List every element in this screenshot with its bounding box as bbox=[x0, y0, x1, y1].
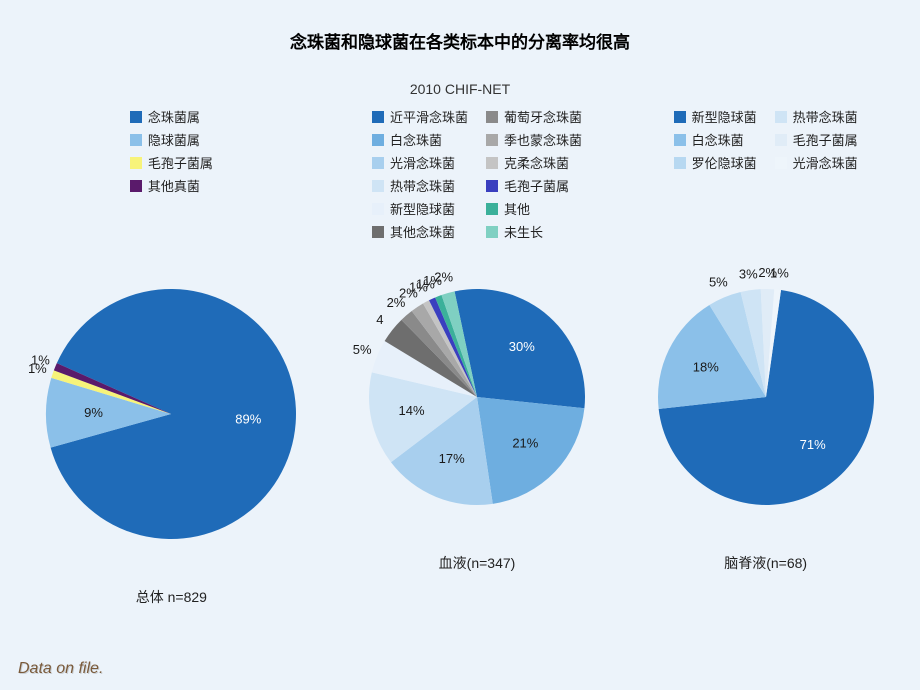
page-title: 念珠菌和隐球菌在各类标本中的分离率均很高 bbox=[0, 0, 920, 53]
legend-swatch bbox=[372, 111, 384, 123]
pie-csf: 71%18%5%3%2%1% bbox=[624, 255, 908, 539]
legend-item: 毛孢子菌属 bbox=[775, 130, 858, 149]
legend-swatch bbox=[372, 134, 384, 146]
legend-label: 葡萄牙念珠菌 bbox=[504, 107, 582, 126]
legend-item: 克柔念珠菌 bbox=[486, 153, 582, 172]
legend-label: 毛孢子菌属 bbox=[148, 153, 213, 172]
legend-item: 其他真菌 bbox=[130, 176, 213, 195]
legend-swatch bbox=[674, 134, 686, 146]
slice-label: 18% bbox=[692, 360, 718, 375]
page-subtitle: 2010 CHIF-NET bbox=[0, 81, 920, 97]
chart-overall: 念珠菌属隐球菌属毛孢子菌属其他真菌89%9%1%1%总体 n=829 bbox=[12, 107, 330, 607]
legend-label: 罗伦隐球菌 bbox=[692, 153, 757, 172]
legend-swatch bbox=[130, 157, 142, 169]
legend-label: 毛孢子菌属 bbox=[504, 176, 569, 195]
legend-item: 隐球菌属 bbox=[130, 130, 213, 149]
legend-item: 新型隐球菌 bbox=[372, 199, 468, 218]
legend-item: 白念珠菌 bbox=[372, 130, 468, 149]
legend-swatch bbox=[486, 157, 498, 169]
slice-label: 5% bbox=[709, 275, 728, 290]
slice-label: 4 bbox=[376, 312, 383, 327]
pie-overall: 89%9%1%1% bbox=[12, 255, 330, 573]
legend-item: 未生长 bbox=[486, 222, 582, 241]
legend-item: 毛孢子菌属 bbox=[486, 176, 582, 195]
pie-slice bbox=[477, 397, 584, 504]
legend-item: 其他 bbox=[486, 199, 582, 218]
legend-swatch bbox=[775, 111, 787, 123]
legend-swatch bbox=[674, 111, 686, 123]
slice-label: 89% bbox=[236, 412, 262, 427]
chart-csf: 新型隐球菌白念珠菌罗伦隐球菌热带念珠菌毛孢子菌属光滑念珠菌71%18%5%3%2… bbox=[624, 107, 908, 573]
pie-blood: 30%21%17%14%5%42%2%1%1%1%2% bbox=[335, 255, 619, 539]
legend-item: 季也蒙念珠菌 bbox=[486, 130, 582, 149]
slice-label: 1% bbox=[770, 266, 789, 281]
slice-label: 30% bbox=[509, 339, 535, 354]
legend-swatch bbox=[486, 134, 498, 146]
legend-item: 近平滑念珠菌 bbox=[372, 107, 468, 126]
legend-overall: 念珠菌属隐球菌属毛孢子菌属其他真菌 bbox=[130, 107, 213, 247]
legend-item: 光滑念珠菌 bbox=[775, 153, 858, 172]
legend-swatch bbox=[130, 134, 142, 146]
legend-swatch bbox=[372, 157, 384, 169]
legend-label: 隐球菌属 bbox=[148, 130, 200, 149]
legend-swatch bbox=[486, 180, 498, 192]
legend-item: 葡萄牙念珠菌 bbox=[486, 107, 582, 126]
legend-blood: 近平滑念珠菌白念珠菌光滑念珠菌热带念珠菌新型隐球菌其他念珠菌 葡萄牙念珠菌季也蒙念… bbox=[372, 107, 582, 247]
legend-label: 白念珠菌 bbox=[692, 130, 744, 149]
chart-blood: 近平滑念珠菌白念珠菌光滑念珠菌热带念珠菌新型隐球菌其他念珠菌 葡萄牙念珠菌季也蒙念… bbox=[335, 107, 619, 573]
legend-swatch bbox=[486, 203, 498, 215]
legend-swatch bbox=[372, 226, 384, 238]
legend-label: 其他真菌 bbox=[148, 176, 200, 195]
legend-swatch bbox=[775, 134, 787, 146]
data-source-footer: Data on file. bbox=[18, 660, 103, 678]
legend-label: 热带念珠菌 bbox=[390, 176, 455, 195]
legend-swatch bbox=[130, 180, 142, 192]
legend-label: 近平滑念珠菌 bbox=[390, 107, 468, 126]
chart-caption: 总体 n=829 bbox=[136, 587, 207, 607]
slice-label: 21% bbox=[512, 435, 538, 450]
slice-label: 14% bbox=[398, 403, 424, 418]
chart-caption: 脑脊液(n=68) bbox=[724, 553, 807, 573]
legend-label: 其他念珠菌 bbox=[390, 222, 455, 241]
legend-label: 毛孢子菌属 bbox=[793, 130, 858, 149]
legend-item: 念珠菌属 bbox=[130, 107, 213, 126]
legend-label: 未生长 bbox=[504, 222, 543, 241]
legend-label: 念珠菌属 bbox=[148, 107, 200, 126]
charts-row: 念珠菌属隐球菌属毛孢子菌属其他真菌89%9%1%1%总体 n=829近平滑念珠菌… bbox=[0, 107, 920, 607]
slice-label: 3% bbox=[739, 266, 758, 281]
slice-label: 1% bbox=[31, 353, 50, 368]
legend-swatch bbox=[674, 157, 686, 169]
slice-label: 17% bbox=[439, 451, 465, 466]
legend-swatch bbox=[486, 111, 498, 123]
slice-label: 2% bbox=[434, 270, 453, 285]
legend-swatch bbox=[775, 157, 787, 169]
legend-csf: 新型隐球菌白念珠菌罗伦隐球菌 热带念珠菌毛孢子菌属光滑念珠菌 bbox=[674, 107, 858, 247]
legend-label: 克柔念珠菌 bbox=[504, 153, 569, 172]
legend-item: 罗伦隐球菌 bbox=[674, 153, 757, 172]
legend-item: 毛孢子菌属 bbox=[130, 153, 213, 172]
legend-item: 热带念珠菌 bbox=[775, 107, 858, 126]
legend-label: 其他 bbox=[504, 199, 530, 218]
legend-label: 光滑念珠菌 bbox=[390, 153, 455, 172]
legend-swatch bbox=[372, 180, 384, 192]
slice-label: 5% bbox=[353, 342, 372, 357]
legend-label: 白念珠菌 bbox=[390, 130, 442, 149]
legend-label: 新型隐球菌 bbox=[692, 107, 757, 126]
legend-swatch bbox=[372, 203, 384, 215]
legend-label: 新型隐球菌 bbox=[390, 199, 455, 218]
chart-caption: 血液(n=347) bbox=[439, 553, 516, 573]
legend-item: 白念珠菌 bbox=[674, 130, 757, 149]
slice-label: 71% bbox=[799, 437, 825, 452]
legend-item: 热带念珠菌 bbox=[372, 176, 468, 195]
legend-item: 新型隐球菌 bbox=[674, 107, 757, 126]
legend-label: 光滑念珠菌 bbox=[793, 153, 858, 172]
legend-item: 其他念珠菌 bbox=[372, 222, 468, 241]
legend-item: 光滑念珠菌 bbox=[372, 153, 468, 172]
legend-label: 季也蒙念珠菌 bbox=[504, 130, 582, 149]
legend-swatch bbox=[486, 226, 498, 238]
legend-label: 热带念珠菌 bbox=[793, 107, 858, 126]
legend-swatch bbox=[130, 111, 142, 123]
slice-label: 9% bbox=[84, 405, 103, 420]
